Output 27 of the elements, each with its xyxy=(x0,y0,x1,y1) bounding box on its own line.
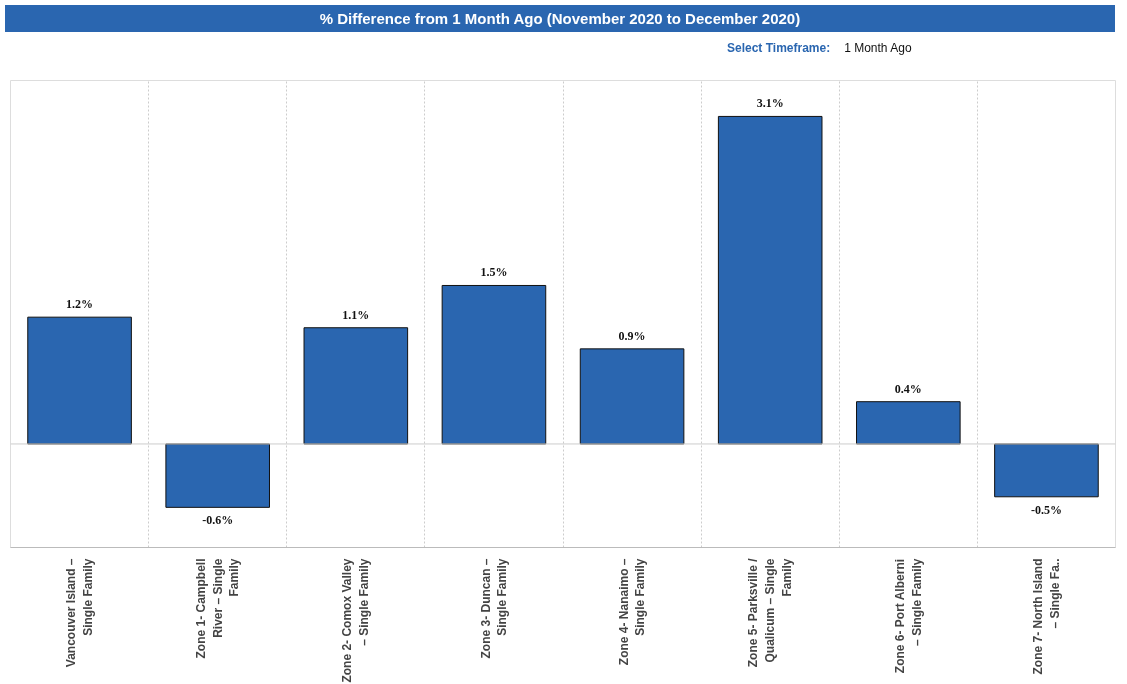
bar xyxy=(27,316,132,445)
bar xyxy=(856,401,961,445)
data-label: 1.2% xyxy=(66,297,94,312)
bar xyxy=(303,327,409,445)
x-tick-label: Zone 2- Comox Valley – Single Family xyxy=(340,558,372,683)
x-tick-label: Zone 7- North Island – Single Fa.. xyxy=(1031,558,1062,675)
x-tick-label: Zone 5- Parksville / Qualicum – Single Family xyxy=(746,557,794,668)
chart-title: % Difference from 1 Month Ago (November 2020 to December 2020) xyxy=(5,5,1115,33)
data-label: 0.4% xyxy=(894,381,922,396)
text: Select Timeframe: xyxy=(727,41,831,56)
data-label: 3.1% xyxy=(756,96,784,111)
x-tick-label: Vancouver Island – Single Family xyxy=(64,558,95,668)
bar xyxy=(441,284,547,445)
x-tick-label: Zone 1- Campbell River – Single Family xyxy=(193,558,242,659)
x-tick-label: Zone 3- Duncan – Single Family xyxy=(478,558,510,659)
data-label: 1.1% xyxy=(342,307,370,322)
x-tick-label: Zone 6- Port Alberni – Single Family xyxy=(892,558,924,674)
data-label: 0.9% xyxy=(618,328,646,343)
bar xyxy=(579,348,685,445)
data-label: 1.5% xyxy=(480,265,508,280)
data-label: -0.5% xyxy=(1030,502,1062,517)
bar xyxy=(717,115,823,445)
x-tick-label: Zone 4- Nanaimo – Single Family xyxy=(616,558,648,666)
text: 1 Month Ago xyxy=(844,41,912,56)
bar xyxy=(165,443,270,508)
data-label: -0.6% xyxy=(202,513,234,528)
bar xyxy=(994,443,1099,498)
